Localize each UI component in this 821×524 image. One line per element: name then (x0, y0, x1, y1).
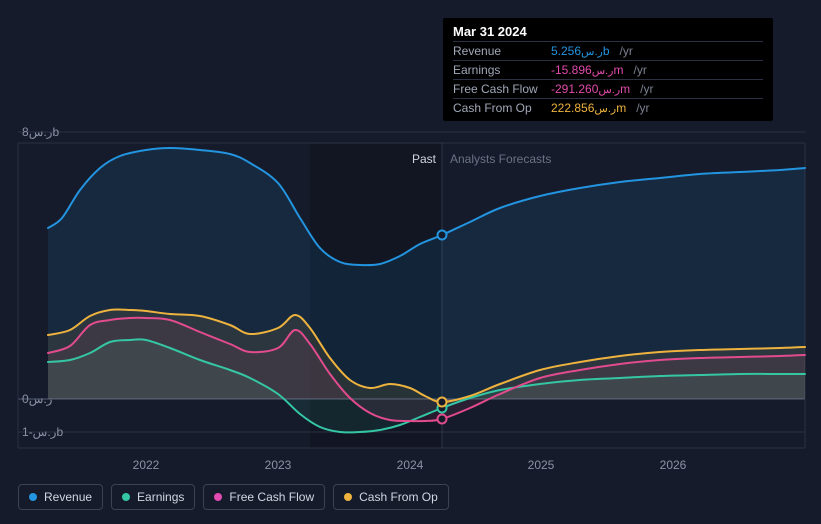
tooltip-row-value: -291.260ر.سm (551, 82, 630, 96)
tooltip-row-label: Earnings (453, 63, 543, 77)
tooltip-row-suffix: /yr (634, 63, 647, 77)
x-axis-tick-label: 2023 (265, 458, 292, 472)
y-axis-tick-label: ر.س8b (22, 125, 59, 139)
legend-swatch-icon (122, 493, 130, 501)
legend-item-cfo[interactable]: Cash From Op (333, 484, 449, 510)
legend-item-label: Cash From Op (359, 490, 438, 504)
tooltip-row-suffix: /yr (640, 82, 653, 96)
tooltip-row-label: Revenue (453, 44, 543, 58)
financials-chart: ر.س8b ر.س0 ر.س-1b 2022 2023 2024 2025 2026 Pas… (0, 0, 821, 524)
tooltip-row-suffix: /yr (620, 44, 633, 58)
legend-item-label: Earnings (137, 490, 184, 504)
legend-item-earnings[interactable]: Earnings (111, 484, 195, 510)
legend: Revenue Earnings Free Cash Flow Cash From O… (18, 484, 449, 510)
tooltip-row: Cash From Op 222.856ر.سm/yr (453, 98, 763, 117)
tooltip-row-value: 5.256ر.سb (551, 44, 610, 58)
y-axis-tick-label: ر.س0 (22, 392, 52, 406)
chart-tooltip: Mar 31 2024 Revenue 5.256ر.سb/yr Earnings-… (443, 18, 773, 121)
legend-item-label: Free Cash Flow (229, 490, 314, 504)
tooltip-row-value: -15.896ر.سm (551, 63, 624, 77)
tooltip-date: Mar 31 2024 (453, 24, 763, 41)
x-axis-tick-label: 2022 (133, 458, 160, 472)
tooltip-row: Revenue 5.256ر.سb/yr (453, 41, 763, 60)
legend-swatch-icon (29, 493, 37, 501)
legend-item-fcf[interactable]: Free Cash Flow (203, 484, 325, 510)
region-label-forecast: Analysts Forecasts (450, 152, 551, 166)
tooltip-row-label: Free Cash Flow (453, 82, 543, 96)
x-axis-tick-label: 2026 (660, 458, 687, 472)
tooltip-row-value: 222.856ر.سm (551, 101, 626, 115)
legend-swatch-icon (344, 493, 352, 501)
legend-swatch-icon (214, 493, 222, 501)
x-axis-tick-label: 2025 (528, 458, 555, 472)
tooltip-row: Free Cash Flow -291.260ر.سm/yr (453, 79, 763, 98)
legend-item-revenue[interactable]: Revenue (18, 484, 103, 510)
y-axis-tick-label: ر.س-1b (22, 425, 63, 439)
region-label-past: Past (412, 152, 436, 166)
tooltip-row-label: Cash From Op (453, 101, 543, 115)
tooltip-row: Earnings -15.896ر.سm/yr (453, 60, 763, 79)
legend-item-label: Revenue (44, 490, 92, 504)
x-axis-tick-label: 2024 (397, 458, 424, 472)
tooltip-row-suffix: /yr (636, 101, 649, 115)
